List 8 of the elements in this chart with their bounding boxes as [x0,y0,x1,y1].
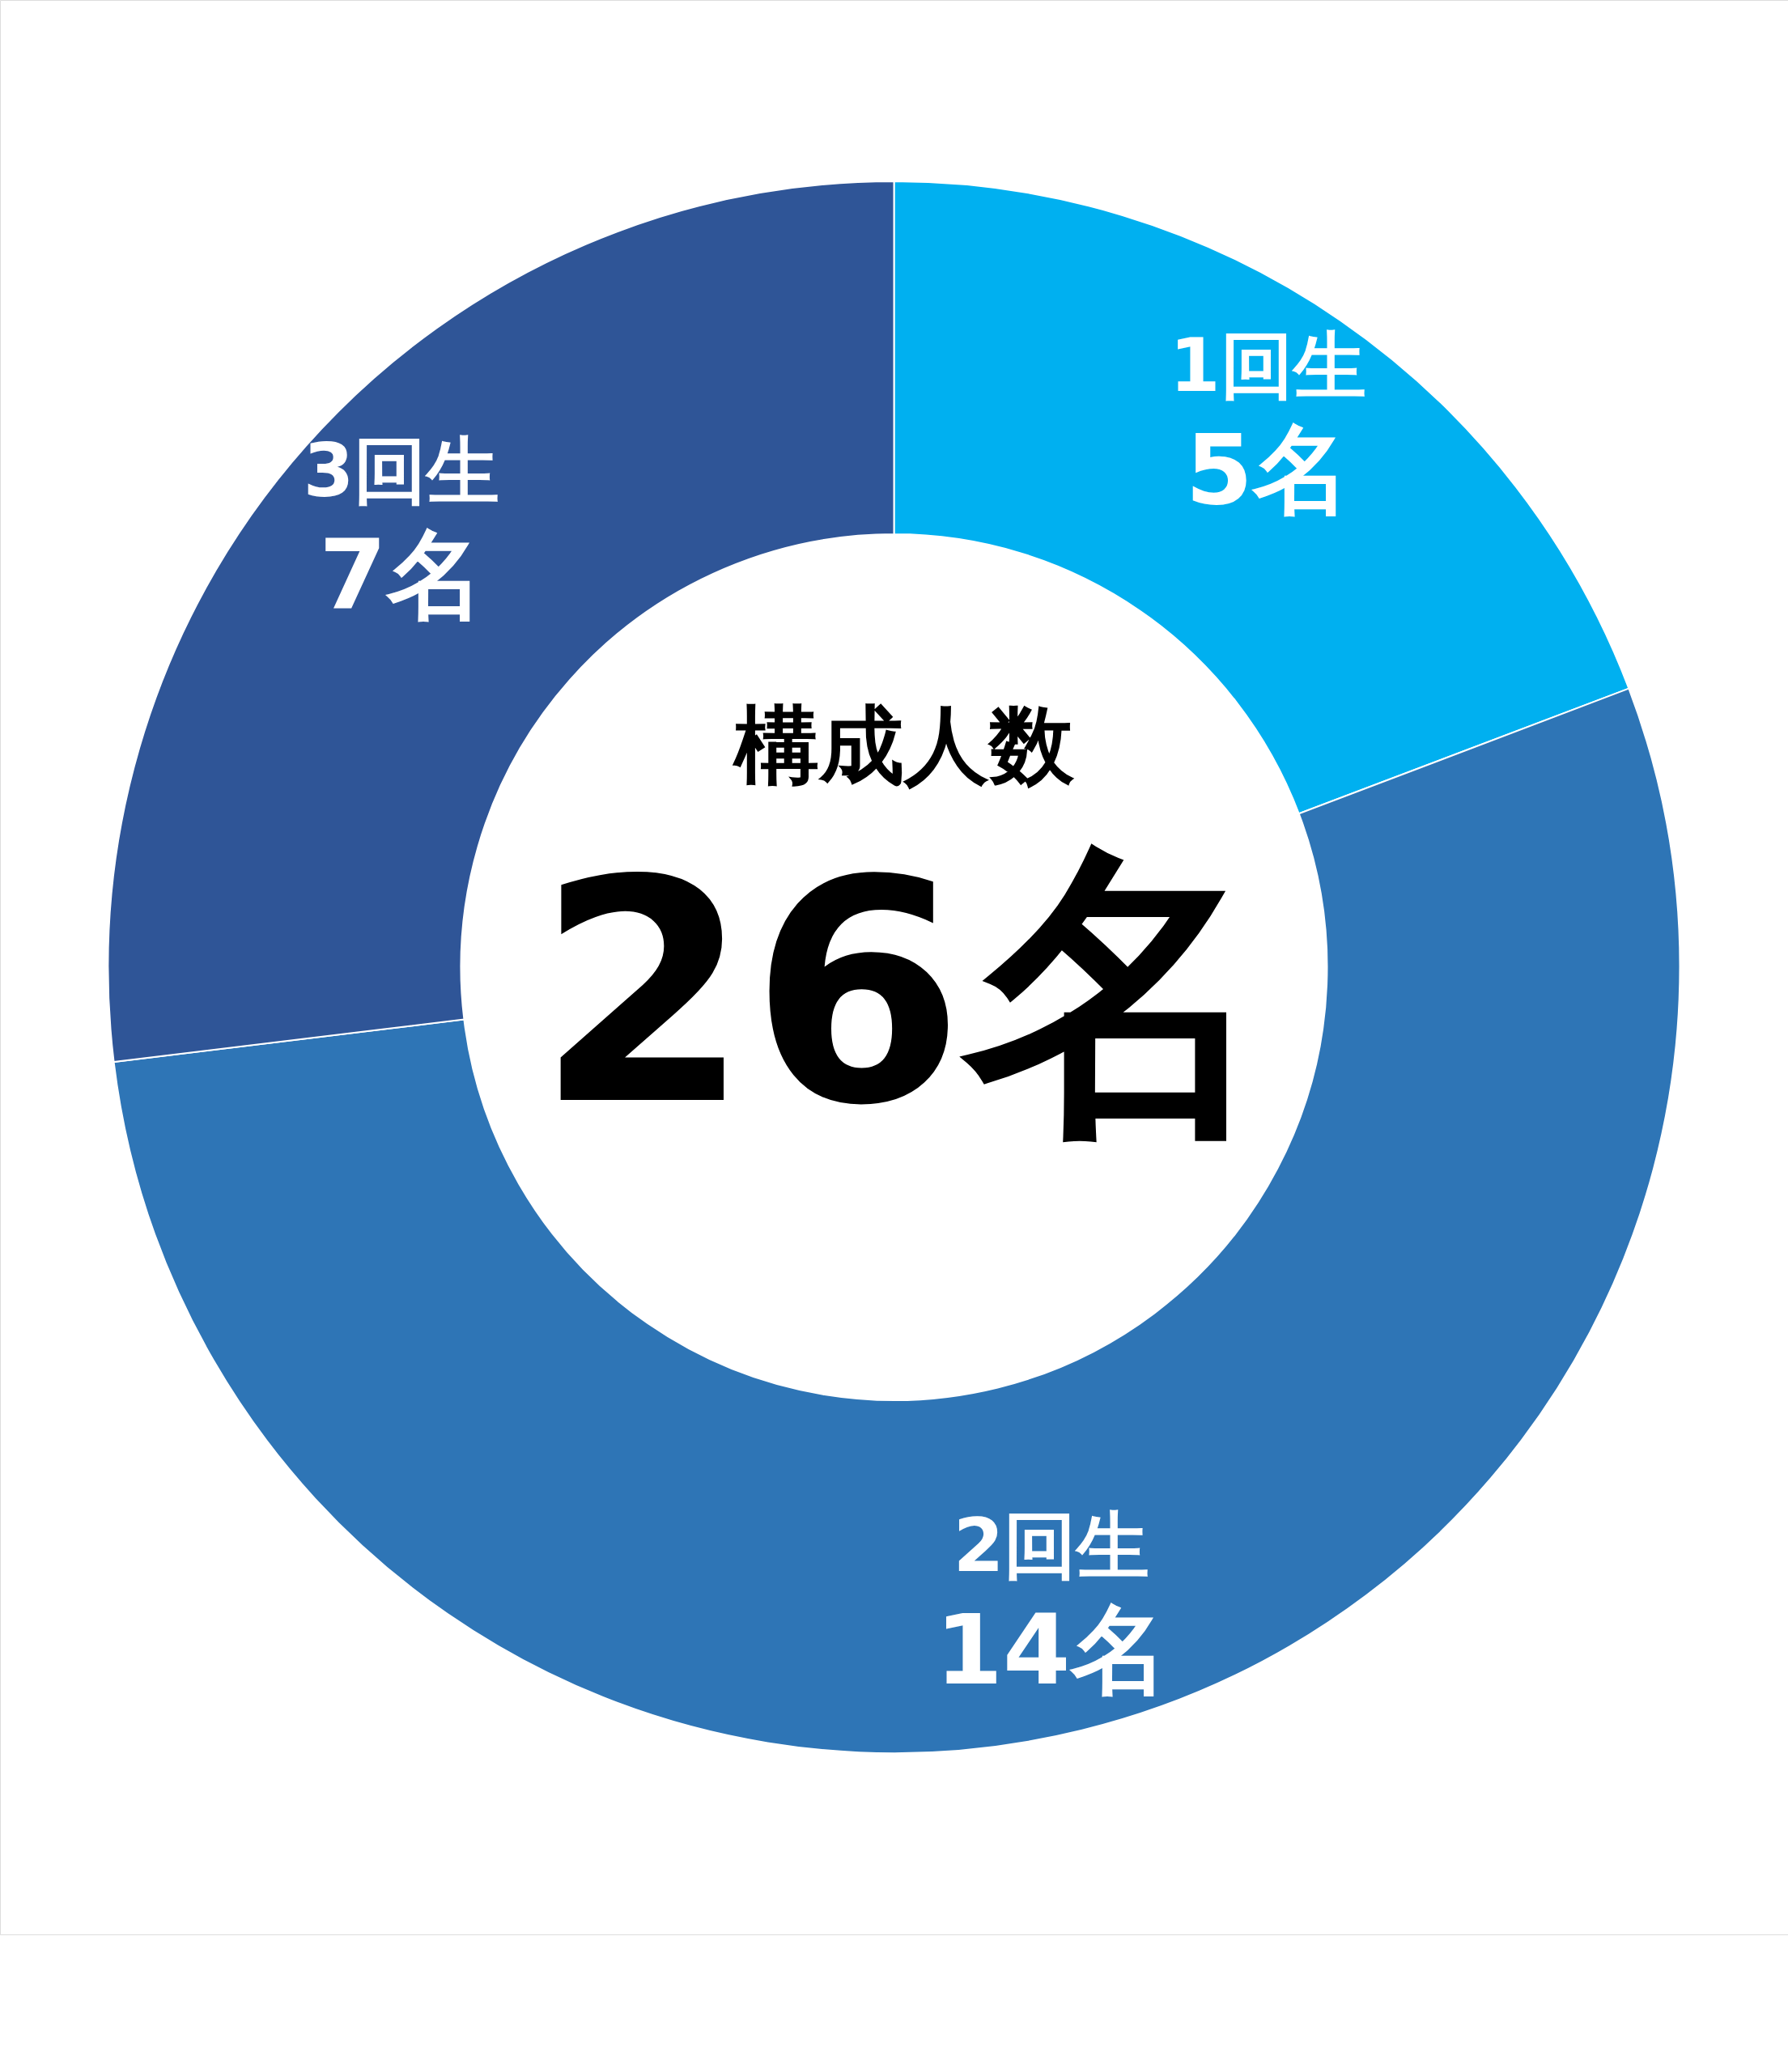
slice-label: 3回生 [303,427,500,513]
data-label: 5名 [1185,413,1351,526]
data-label: 14名 [935,1594,1168,1707]
slice-label: 1回生 [1170,322,1366,408]
text: 構成人数 [732,696,1075,795]
slice-label: 2回生 [953,1503,1150,1589]
data-label: 7名 [319,518,484,631]
text: 26名 [536,814,1272,1173]
